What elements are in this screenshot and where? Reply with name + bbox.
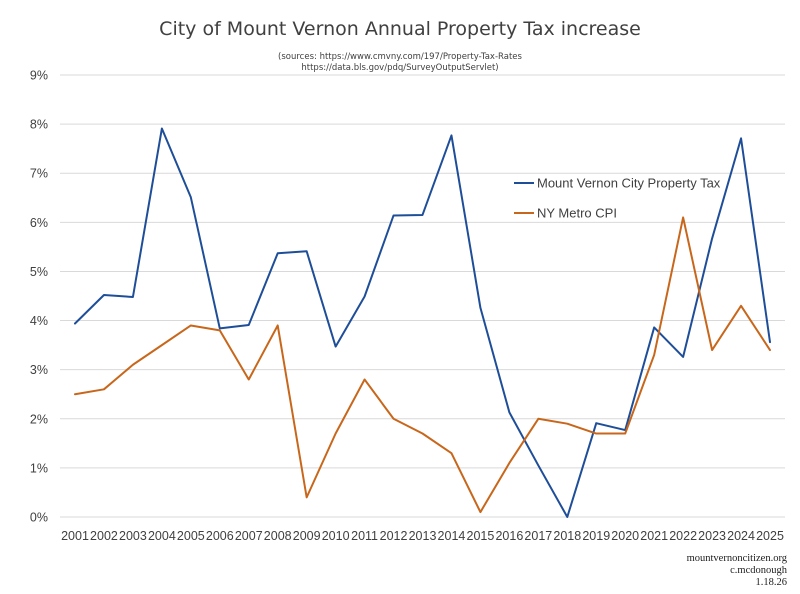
- x-tick-label: 2003: [119, 529, 147, 543]
- credit-site: mountvernoncitizen.org: [687, 553, 788, 564]
- y-tick-label: 1%: [30, 461, 48, 475]
- x-tick-label: 2015: [467, 529, 495, 543]
- legend-label: Mount Vernon City Property Tax: [537, 176, 721, 191]
- x-tick-label: 2018: [553, 529, 581, 543]
- x-axis: 2001 2002 2003 2004 2005 2006 2007 2008 2009 2010…: [61, 529, 784, 543]
- y-tick-label: 4%: [30, 314, 48, 328]
- x-tick-label: 2023: [698, 529, 726, 543]
- x-tick-label: 2005: [177, 529, 205, 543]
- y-axis: 0% 1% 2% 3% 4% 5% 6% 7% 8% 9%: [30, 69, 48, 525]
- x-tick-label: 2006: [206, 529, 234, 543]
- chart-title: City of Mount Vernon Annual Property Tax…: [159, 18, 641, 40]
- x-tick-label: 2025: [756, 529, 784, 543]
- x-tick-label: 2004: [148, 529, 176, 543]
- gridlines: [60, 74, 785, 518]
- credit-author: c.mcdonough: [730, 565, 788, 576]
- x-tick-label: 2012: [380, 529, 408, 543]
- x-tick-label: 2002: [90, 529, 118, 543]
- x-tick-label: 2013: [409, 529, 437, 543]
- chart-sources-line-1: (sources: https://www.cmvny.com/197/Prop…: [278, 52, 522, 62]
- series-lines: [74, 127, 771, 518]
- x-tick-label: 2010: [322, 529, 350, 543]
- x-tick-label: 2011: [351, 529, 378, 543]
- legend-label: NY Metro CPI: [537, 206, 617, 221]
- y-tick-label: 6%: [30, 216, 48, 230]
- credits: mountvernoncitizen.org c.mcdonough 1.18.…: [687, 553, 788, 588]
- legend: Mount Vernon City Property Tax NY Metro C…: [514, 176, 721, 221]
- x-tick-label: 2001: [61, 529, 89, 543]
- x-tick-label: 2022: [669, 529, 697, 543]
- y-tick-label: 9%: [30, 69, 48, 83]
- x-tick-label: 2017: [524, 529, 552, 543]
- y-tick-label: 7%: [30, 167, 48, 181]
- x-tick-label: 2019: [582, 529, 610, 543]
- y-tick-label: 5%: [30, 265, 48, 279]
- x-tick-label: 2008: [264, 529, 292, 543]
- x-tick-label: 2007: [235, 529, 263, 543]
- x-tick-label: 2024: [727, 529, 755, 543]
- credit-date: 1.18.26: [756, 577, 788, 588]
- x-tick-label: 2021: [640, 529, 668, 543]
- x-tick-label: 2020: [611, 529, 639, 543]
- x-tick-label: 2014: [438, 529, 466, 543]
- series-line-property-tax: [74, 127, 771, 518]
- y-tick-label: 0%: [30, 511, 48, 525]
- series-line-cpi: [74, 216, 771, 514]
- y-tick-label: 2%: [30, 412, 48, 426]
- chart-sources-line-2: https://data.bls.gov/pdq/SurveyOutputSer…: [301, 63, 498, 73]
- y-tick-label: 3%: [30, 363, 48, 377]
- x-tick-label: 2016: [495, 529, 523, 543]
- x-tick-label: 2009: [293, 529, 321, 543]
- y-tick-label: 8%: [30, 118, 48, 132]
